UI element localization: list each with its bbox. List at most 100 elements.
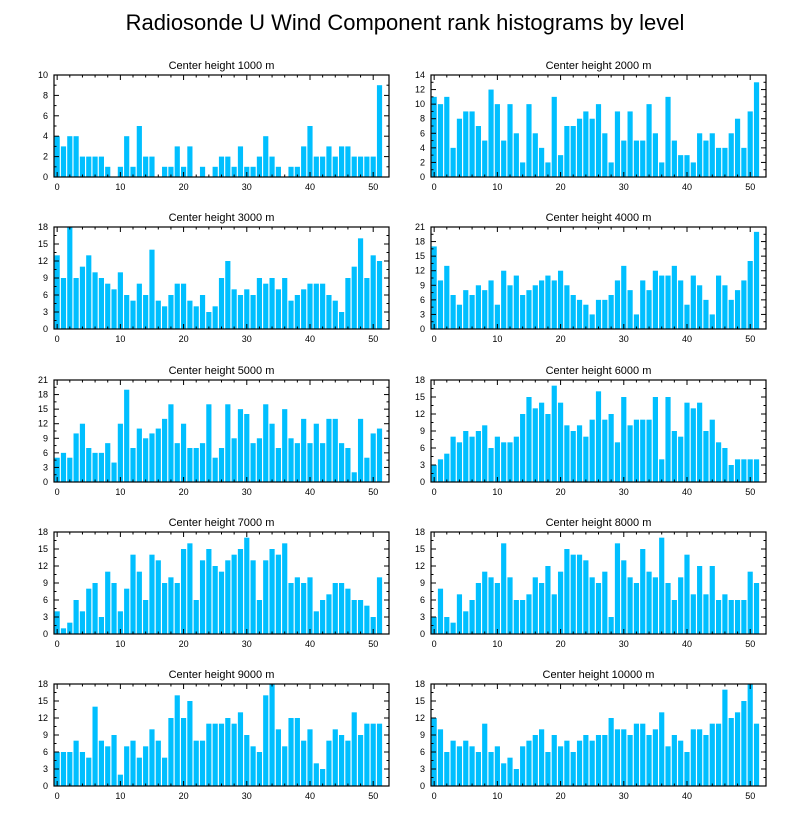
- bar: [168, 166, 174, 177]
- bar: [301, 289, 307, 329]
- y-tick-label: 15: [38, 239, 48, 249]
- bar: [174, 283, 180, 329]
- bar: [539, 280, 545, 329]
- bar: [345, 588, 351, 634]
- panel-title: Center height 8000 m: [546, 517, 652, 529]
- bar: [357, 238, 364, 329]
- bar: [507, 104, 513, 177]
- bar: [753, 723, 760, 786]
- y-tick-label: 6: [420, 747, 425, 757]
- y-tick-label: 12: [38, 256, 48, 266]
- bar: [722, 594, 728, 634]
- bar: [357, 600, 364, 634]
- bar: [117, 272, 123, 329]
- bar: [437, 729, 444, 786]
- bar: [288, 300, 294, 329]
- bar: [747, 571, 753, 634]
- bar: [250, 746, 256, 786]
- x-tick-label: 40: [305, 639, 315, 649]
- bar: [716, 442, 722, 482]
- bar: [136, 428, 142, 482]
- bar: [488, 448, 494, 482]
- bar: [320, 443, 326, 482]
- bar: [697, 285, 703, 329]
- x-tick-label: 10: [115, 487, 125, 497]
- bar: [703, 431, 709, 482]
- bar: [621, 729, 627, 786]
- panel-10: Center height 10000 m 0 10 20 30 40 50 0 3 6 9 12 15…: [415, 669, 767, 801]
- y-tick-label: 15: [415, 392, 425, 402]
- x-tick-label: 10: [115, 182, 125, 192]
- x-tick-label: 20: [179, 182, 189, 192]
- y-tick-label: 6: [420, 595, 425, 605]
- bar: [684, 554, 690, 634]
- bar: [370, 617, 376, 634]
- bar: [734, 712, 741, 786]
- bar: [320, 283, 326, 329]
- bar: [463, 611, 469, 634]
- y-tick-label: 0: [420, 781, 425, 791]
- bar: [326, 295, 332, 329]
- bar: [86, 448, 92, 482]
- bar: [703, 140, 709, 177]
- bar: [357, 156, 364, 177]
- bar: [73, 136, 79, 177]
- bar: [339, 146, 345, 177]
- bar: [86, 255, 92, 329]
- bar: [282, 278, 288, 329]
- bar: [225, 261, 231, 329]
- y-tick-label: 6: [43, 595, 48, 605]
- bar: [741, 600, 747, 634]
- bar: [376, 85, 383, 177]
- x-tick-label: 40: [305, 334, 315, 344]
- bar: [532, 285, 538, 329]
- bar: [488, 280, 494, 329]
- y-tick-label: 4: [43, 131, 48, 141]
- bar: [463, 111, 469, 177]
- bar: [86, 588, 92, 634]
- bar: [494, 746, 500, 786]
- bar: [376, 577, 383, 634]
- bar: [168, 718, 174, 786]
- bar: [728, 133, 734, 177]
- bar: [633, 419, 640, 482]
- bar: [469, 111, 475, 177]
- bar: [716, 600, 722, 634]
- y-tick-label: 9: [420, 280, 425, 290]
- y-tick-label: 3: [43, 764, 48, 774]
- bar: [659, 275, 665, 329]
- bar: [633, 140, 640, 177]
- y-tick-label: 9: [43, 730, 48, 740]
- bar: [332, 300, 338, 329]
- y-tick-label: 15: [38, 544, 48, 554]
- bar: [488, 752, 494, 786]
- bar: [339, 735, 345, 786]
- bar: [652, 133, 658, 177]
- bar: [288, 166, 294, 177]
- x-tick-label: 30: [619, 182, 629, 192]
- panel-6: Center height 6000 m 0 10 20 30 40 50 0 3 6 9 12 15 1…: [415, 365, 767, 497]
- bar: [60, 752, 67, 786]
- bars: [431, 537, 760, 634]
- bar: [513, 436, 519, 482]
- bar: [332, 583, 338, 634]
- x-tick-label: 10: [115, 334, 125, 344]
- bar: [294, 577, 300, 634]
- bar: [703, 594, 709, 634]
- bar: [608, 295, 614, 329]
- y-tick-label: 9: [420, 426, 425, 436]
- bar: [722, 147, 728, 177]
- bar: [73, 600, 79, 634]
- bar: [703, 735, 709, 786]
- bar: [275, 448, 281, 482]
- bar: [218, 156, 225, 177]
- bar: [218, 448, 225, 482]
- bar: [332, 156, 338, 177]
- bar: [589, 577, 595, 634]
- x-tick-label: 20: [556, 791, 566, 801]
- bars: [431, 231, 760, 329]
- bar: [608, 617, 614, 634]
- bar: [614, 280, 621, 329]
- bar: [444, 453, 450, 482]
- bar: [244, 414, 250, 482]
